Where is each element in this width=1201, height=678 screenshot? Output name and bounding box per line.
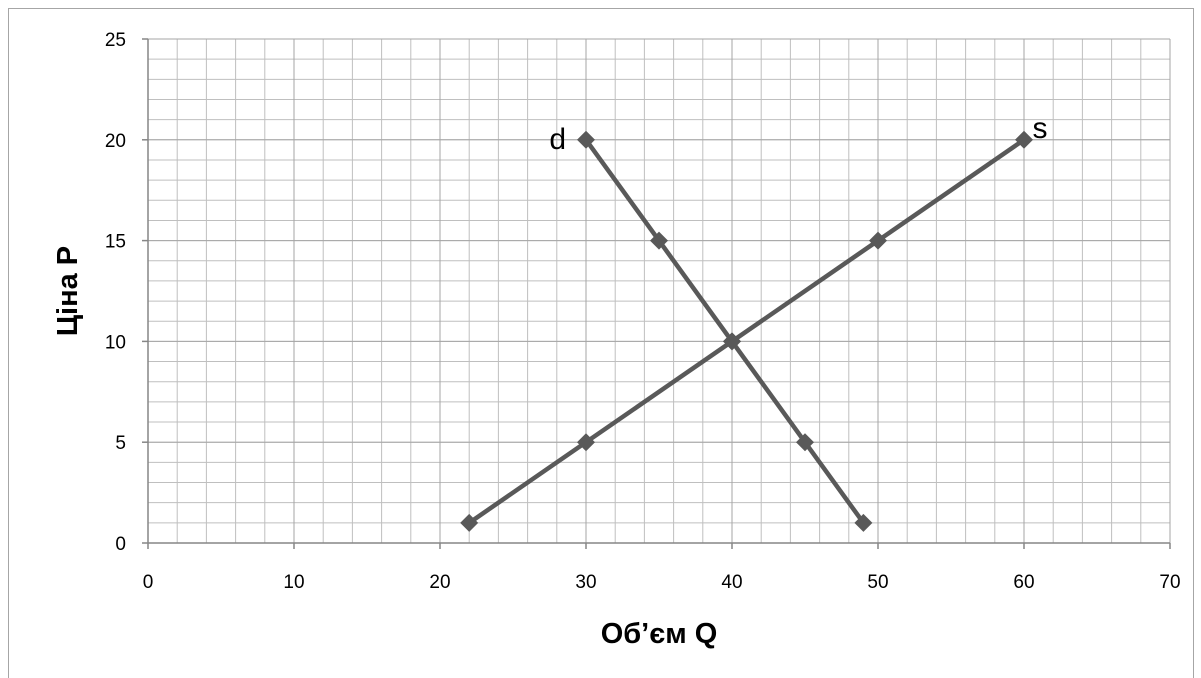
series-d: d <box>549 123 873 532</box>
series-s-marker <box>460 513 479 532</box>
series-s-marker <box>869 231 887 250</box>
series-s-marker <box>577 433 595 452</box>
series-d-marker <box>796 433 814 452</box>
chart-frame <box>8 8 1194 678</box>
x-axis-ticks: 0 10 20 30 40 50 60 70 <box>143 543 1181 593</box>
series-d-marker <box>577 130 595 149</box>
y-tick-label: 25 <box>105 30 126 51</box>
y-axis-ticks: 0 5 10 15 20 25 <box>105 30 148 555</box>
x-tick-label: 30 <box>575 572 596 593</box>
x-tick-label: 40 <box>721 572 742 593</box>
y-tick-label: 20 <box>105 131 126 152</box>
y-tick-label: 5 <box>115 433 126 454</box>
y-tick-label: 15 <box>105 232 126 253</box>
series-s-line <box>467 137 1026 525</box>
series-d-line <box>584 138 866 525</box>
axes <box>147 39 1170 544</box>
x-tick-label: 70 <box>1159 572 1180 593</box>
series-d-marker <box>854 513 873 532</box>
series-d-marker <box>650 231 668 250</box>
x-tick-label: 0 <box>143 572 154 593</box>
x-tick-label: 50 <box>867 572 888 593</box>
series-s-marker <box>1015 130 1033 149</box>
y-tick-label: 0 <box>115 534 126 555</box>
series-d-label: d <box>549 123 566 156</box>
grid <box>147 38 1171 544</box>
series-s: s <box>460 112 1048 532</box>
x-tick-label: 10 <box>283 572 304 593</box>
series-s-marker <box>723 332 741 351</box>
x-tick-label: 60 <box>1013 572 1034 593</box>
x-tick-label: 20 <box>429 572 450 593</box>
y-tick-label: 10 <box>105 332 126 353</box>
y-axis-title: Ціна P <box>52 246 84 336</box>
series-s-label: s <box>1033 112 1048 145</box>
x-axis-title: Об’єм Q <box>601 618 718 650</box>
